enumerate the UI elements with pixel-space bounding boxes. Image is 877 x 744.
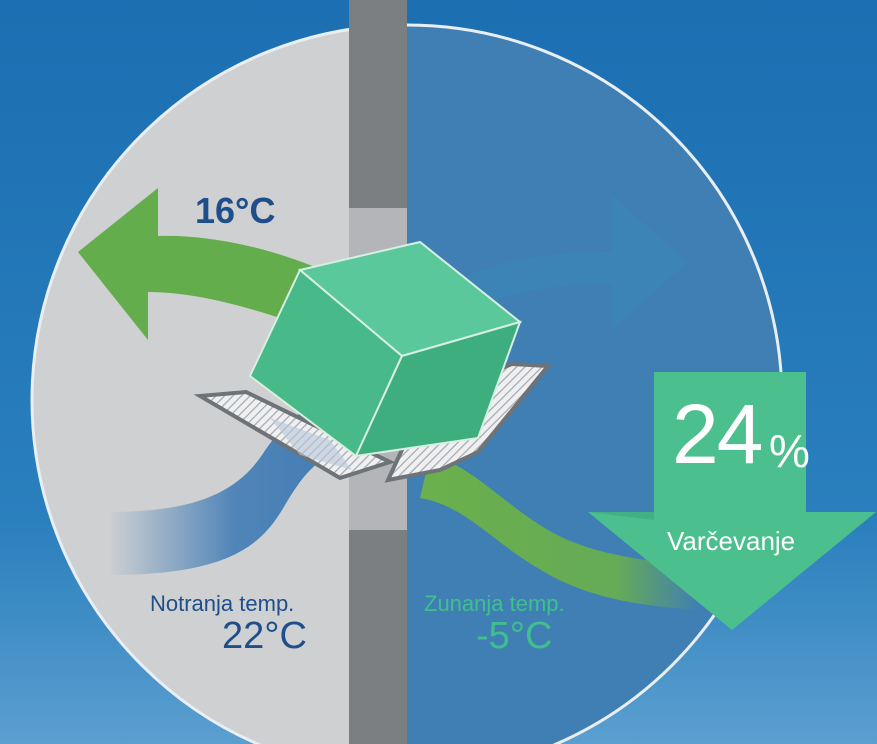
outdoor-temperature-value: -5°C bbox=[476, 615, 553, 657]
right-arrow-icon bbox=[430, 195, 688, 330]
cube-icon bbox=[248, 240, 523, 458]
left-arrow-icon bbox=[78, 188, 348, 340]
supply-temperature: 16°C bbox=[195, 190, 276, 231]
left-filter-shade bbox=[270, 418, 352, 470]
savings-number: 24 bbox=[672, 387, 763, 481]
indoor-temperature-caption: Notranja temp. bbox=[150, 591, 295, 616]
exhaust-air-flow bbox=[420, 455, 700, 610]
savings-unit: % bbox=[769, 425, 810, 477]
outdoor-temperature-caption: Zunanja temp. bbox=[424, 591, 565, 616]
savings-label: Varčevanje bbox=[667, 526, 796, 556]
down-arrow-icon bbox=[588, 372, 876, 630]
down-arrow-shadow bbox=[588, 512, 654, 520]
indoor-temperature-value: 22°C bbox=[222, 615, 307, 657]
